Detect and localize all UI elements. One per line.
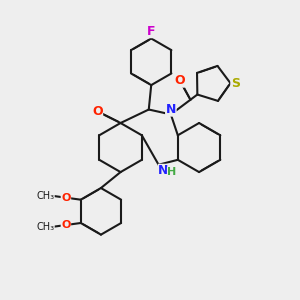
Text: F: F xyxy=(147,25,155,38)
Text: O: O xyxy=(61,193,70,203)
Text: O: O xyxy=(92,106,103,118)
Text: O: O xyxy=(61,220,70,230)
Text: CH₃: CH₃ xyxy=(36,191,54,201)
Text: O: O xyxy=(174,74,184,87)
Text: S: S xyxy=(231,77,240,90)
Text: N: N xyxy=(166,103,176,116)
Text: H: H xyxy=(167,167,177,177)
Text: CH₃: CH₃ xyxy=(36,222,54,232)
Text: N: N xyxy=(158,164,169,177)
